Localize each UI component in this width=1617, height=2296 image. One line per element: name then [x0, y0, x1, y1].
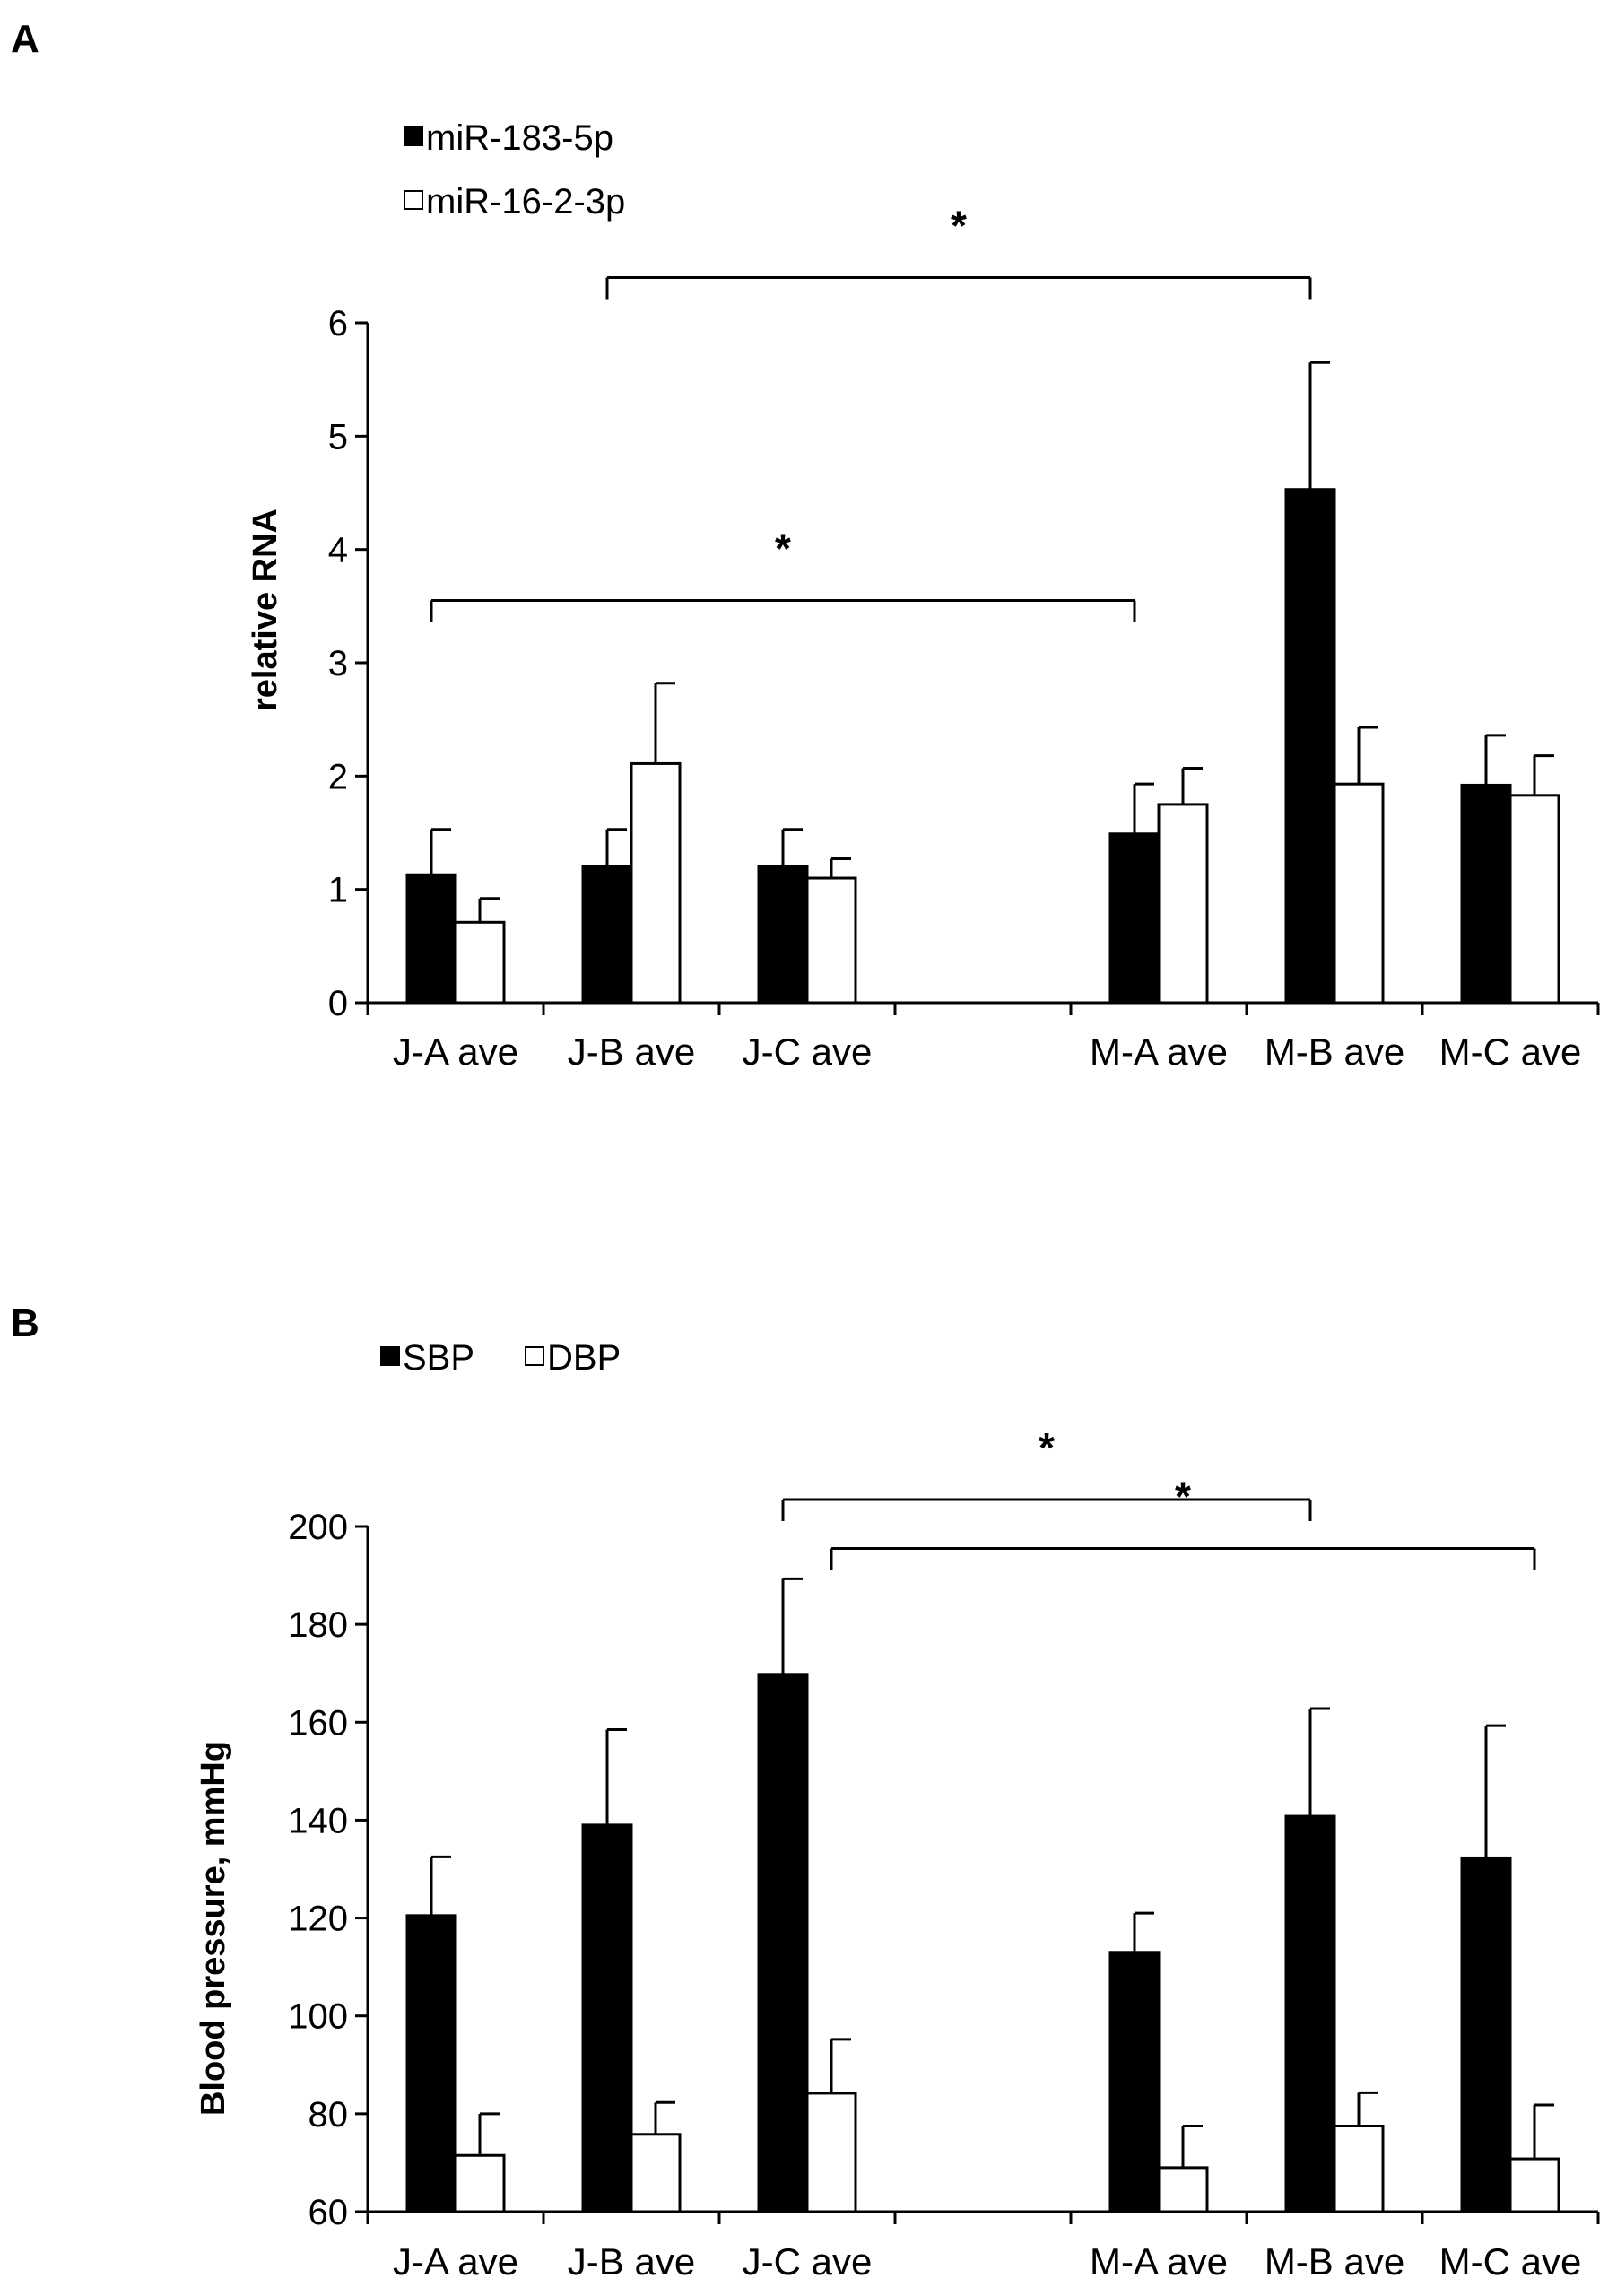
panel-b-bar-sbp-j-b-ave — [581, 1823, 633, 2213]
panel-a-category-label-j-b-ave: J-B ave — [568, 1031, 695, 1073]
panel-b-y-tick-label-80: 80 — [309, 2095, 349, 2135]
panel-b-significance-star-2: * — [1175, 1474, 1191, 1520]
panel-b-y-tick-label-140: 140 — [288, 1801, 348, 1840]
panel-a-category-label-j-c-ave: J-C ave — [743, 1031, 873, 1073]
panel-b-bar-dbp-m-a-ave — [1157, 2166, 1209, 2213]
panel-a-bar-mir-16-2-3p-m-c-ave — [1508, 794, 1560, 1004]
panel-a: A relative RNA miR-183-5p miR-16-2-3p 0 1… — [11, 17, 1600, 1073]
panel-b-y-tick-label-120: 120 — [288, 1900, 348, 1939]
panel-b-category-label-j-b-ave: J-B ave — [568, 2240, 695, 2283]
panel-a-category-label-m-a-ave: M-A ave — [1090, 1031, 1228, 1073]
panel-b: B Blood pressure, mmHg SBP DBP 60 80 100 12… — [11, 1301, 1600, 2283]
panel-b-bar-sbp-m-b-ave — [1284, 1814, 1336, 2213]
panel-a-bar-mir-16-2-3p-j-a-ave — [454, 920, 506, 1004]
panel-b-bar-sbp-m-a-ave — [1108, 1951, 1161, 2213]
legend-swatch-mir-183-5p — [404, 126, 423, 146]
panel-b-plot-area: 60 80 100 120 140 160 180 200 J-A ave J-B ave J-C … — [288, 1424, 1600, 2283]
legend-label-mir-183-5p: miR-183-5p — [426, 118, 613, 158]
panel-b-bar-dbp-j-b-ave — [630, 2133, 682, 2213]
panel-a-bar-mir-183-5p-j-a-ave — [405, 873, 457, 1004]
panel-a-y-tick-label-4: 4 — [328, 531, 348, 570]
panel-b-significance-bracket-2: * — [830, 1474, 1536, 1570]
panel-b-y-axis-label: Blood pressure, mmHg — [195, 1741, 232, 2116]
panel-a-bar-mir-183-5p-j-b-ave — [581, 865, 633, 1004]
panel-a-significance-bracket-2: * — [430, 526, 1136, 622]
panel-a-bar-mir-16-2-3p-j-c-ave — [805, 876, 857, 1004]
panel-a-category-label-m-c-ave: M-C ave — [1439, 1031, 1582, 1073]
panel-a-y-tick-label-3: 3 — [328, 644, 348, 683]
panel-b-y-tick-label-200: 200 — [288, 1508, 348, 1547]
panel-b-bar-sbp-j-a-ave — [405, 1914, 457, 2213]
panel-b-bar-dbp-j-a-ave — [454, 2153, 506, 2213]
panel-a-bar-mir-183-5p-j-c-ave — [757, 865, 809, 1004]
panel-b-bar-dbp-j-c-ave — [805, 2092, 857, 2213]
panel-a-bar-mir-183-5p-m-c-ave — [1460, 783, 1512, 1004]
panel-b-label: B — [11, 1301, 39, 1345]
panel-b-significance-star-1: * — [1039, 1424, 1055, 1471]
panel-a-label: A — [11, 17, 39, 61]
panel-b-significance-bracket-1: * — [781, 1424, 1312, 1521]
panel-a-bar-mir-16-2-3p-m-a-ave — [1157, 803, 1209, 1004]
panel-a-y-tick-label-1: 1 — [328, 871, 348, 910]
legend-label-dbp: DBP — [547, 1338, 621, 1378]
panel-a-bar-mir-16-2-3p-m-b-ave — [1333, 782, 1385, 1004]
panel-a-y-axis-label: relative RNA — [247, 509, 284, 711]
panel-b-y-tick-label-160: 160 — [288, 1703, 348, 1743]
panel-b-category-label-j-c-ave: J-C ave — [743, 2240, 873, 2283]
panel-b-category-label-m-a-ave: M-A ave — [1090, 2240, 1228, 2283]
panel-b-bar-sbp-j-c-ave — [757, 1673, 809, 2213]
panel-a-bar-mir-183-5p-m-a-ave — [1108, 832, 1161, 1004]
panel-a-y-tick-label-5: 5 — [328, 417, 348, 457]
panel-a-category-label-j-a-ave: J-A ave — [393, 1031, 518, 1073]
panel-a-bar-mir-16-2-3p-j-b-ave — [630, 761, 682, 1004]
panel-a-y-tick-label-2: 2 — [328, 757, 348, 796]
panel-a-plot-area: 0 1 2 3 4 5 6 J-A ave J-B ave J-C ave M-A ave M-B a… — [328, 202, 1600, 1073]
panel-b-legend: SBP DBP — [380, 1338, 621, 1378]
legend-swatch-mir-16-2-3p — [404, 190, 423, 210]
panel-a-category-label-m-b-ave: M-B ave — [1265, 1031, 1404, 1073]
panel-a-significance-star-1: * — [951, 202, 967, 248]
panel-a-significance-star-2: * — [775, 526, 791, 572]
panel-b-category-label-j-a-ave: J-A ave — [393, 2240, 518, 2283]
legend-swatch-sbp — [380, 1346, 400, 1366]
panel-b-category-label-m-b-ave: M-B ave — [1265, 2240, 1404, 2283]
panel-b-y-tick-label-60: 60 — [309, 2193, 349, 2232]
panel-b-bar-sbp-m-c-ave — [1460, 1856, 1512, 2213]
legend-label-sbp: SBP — [403, 1338, 474, 1378]
panel-b-bar-dbp-m-c-ave — [1508, 2157, 1560, 2213]
panel-a-significance-bracket-1: * — [605, 202, 1312, 300]
panel-a-y-tick-label-0: 0 — [328, 984, 348, 1023]
panel-b-category-label-m-c-ave: M-C ave — [1439, 2240, 1582, 2283]
legend-label-mir-16-2-3p: miR-16-2-3p — [426, 182, 625, 222]
panel-b-y-tick-label-100: 100 — [288, 1997, 348, 2037]
panel-b-bar-dbp-m-b-ave — [1333, 2125, 1385, 2213]
panel-a-legend: miR-183-5p miR-16-2-3p — [404, 118, 625, 222]
panel-a-y-tick-label-6: 6 — [328, 304, 348, 344]
panel-a-bar-mir-183-5p-m-b-ave — [1284, 488, 1336, 1004]
legend-swatch-dbp — [525, 1346, 544, 1366]
panel-b-y-tick-label-180: 180 — [288, 1605, 348, 1645]
